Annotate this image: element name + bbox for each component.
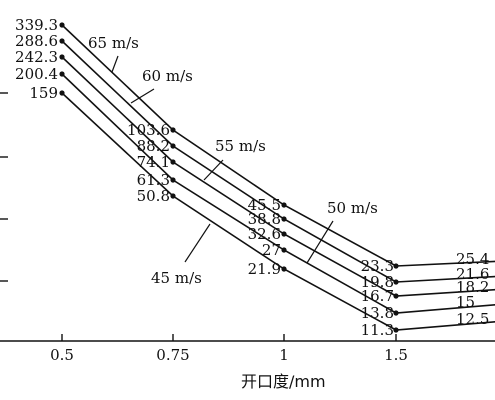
data-labels: 339.3 103.6 45.5 23.3 25.4 288.6 88.2 38.8 19.8 2… [15,16,489,339]
series-label-1: 60 m/s [142,67,193,85]
x-tick-label-3: 1.5 [384,346,408,364]
series-label-2: 55 m/s [215,137,266,155]
data-label-3-3: 13.8 [361,304,394,322]
data-label-4-0: 159 [29,84,58,102]
data-label-4-3: 11.3 [361,321,394,339]
x-tick-label-1: 0.75 [156,346,189,364]
data-label-1-4: 21.6 [456,265,489,283]
data-point-1-3 [393,279,399,285]
data-label-1-2: 38.8 [248,210,281,228]
data-point-2-2 [281,231,287,237]
data-point-3-0 [59,71,65,77]
series-label-0: 65 m/s [88,34,139,52]
data-point-1-1 [170,143,176,149]
data-point-4-0 [59,90,65,96]
data-label-0-2: 45.5 [248,196,281,214]
series-leader-4 [184,223,211,263]
x-axis-label: 开口度/mm [241,372,326,391]
data-label-1-0: 288.6 [15,32,58,50]
data-label-3-4: 15 [456,293,475,311]
data-label-1-3: 19.8 [361,273,394,291]
data-label-0-4: 25.4 [456,250,489,268]
data-point-2-1 [170,159,176,165]
data-label-4-2: 21.9 [248,260,281,278]
x-tick-label-0: 0.5 [50,346,74,364]
x-axis-ticks: 0.5 0.75 1 1.5 [50,334,408,364]
data-point-1-0 [59,38,65,44]
data-label-2-4: 18.2 [456,278,489,296]
data-point-0-3 [393,263,399,269]
series-leader-3 [306,220,334,264]
data-point-4-1 [170,193,176,199]
series-leader-1 [130,88,155,104]
data-point-3-2 [281,247,287,253]
data-label-2-0: 242.3 [15,48,58,66]
data-label-2-1: 74.1 [137,153,170,171]
data-label-2-3: 16.7 [361,287,394,305]
data-point-3-3 [393,310,399,316]
series-leader-0 [111,55,119,73]
data-label-4-4: 12.5 [456,310,489,328]
series-leader-2 [203,159,224,181]
data-point-0-2 [281,202,287,208]
data-label-1-1: 88.2 [137,137,170,155]
data-label-0-3: 23.3 [361,257,394,275]
data-point-0-0 [59,22,65,28]
data-label-3-2: 27 [262,241,281,259]
data-label-3-1: 61.3 [137,171,170,189]
data-label-3-0: 200.4 [15,65,58,83]
y-axis-ticks [0,92,8,282]
data-point-3-1 [170,177,176,183]
data-label-2-2: 32.6 [248,225,281,243]
series-label-3: 50 m/s [327,199,378,217]
data-point-2-3 [393,293,399,299]
data-point-4-2 [281,266,287,272]
series-labels: 65 m/s60 m/s 55 m/s 50 m/s 45 m/s [88,34,378,287]
data-point-2-0 [59,54,65,60]
series-lines [61,24,495,331]
x-tick-label-2: 1 [279,346,289,364]
data-label-4-1: 50.8 [137,187,170,205]
data-points [59,22,399,333]
data-label-0-1: 103.6 [127,121,170,139]
data-label-0-0: 339.3 [15,16,58,34]
data-point-4-3 [393,327,399,333]
data-point-1-2 [281,216,287,222]
series-label-4: 45 m/s [151,269,202,287]
data-point-0-1 [170,127,176,133]
